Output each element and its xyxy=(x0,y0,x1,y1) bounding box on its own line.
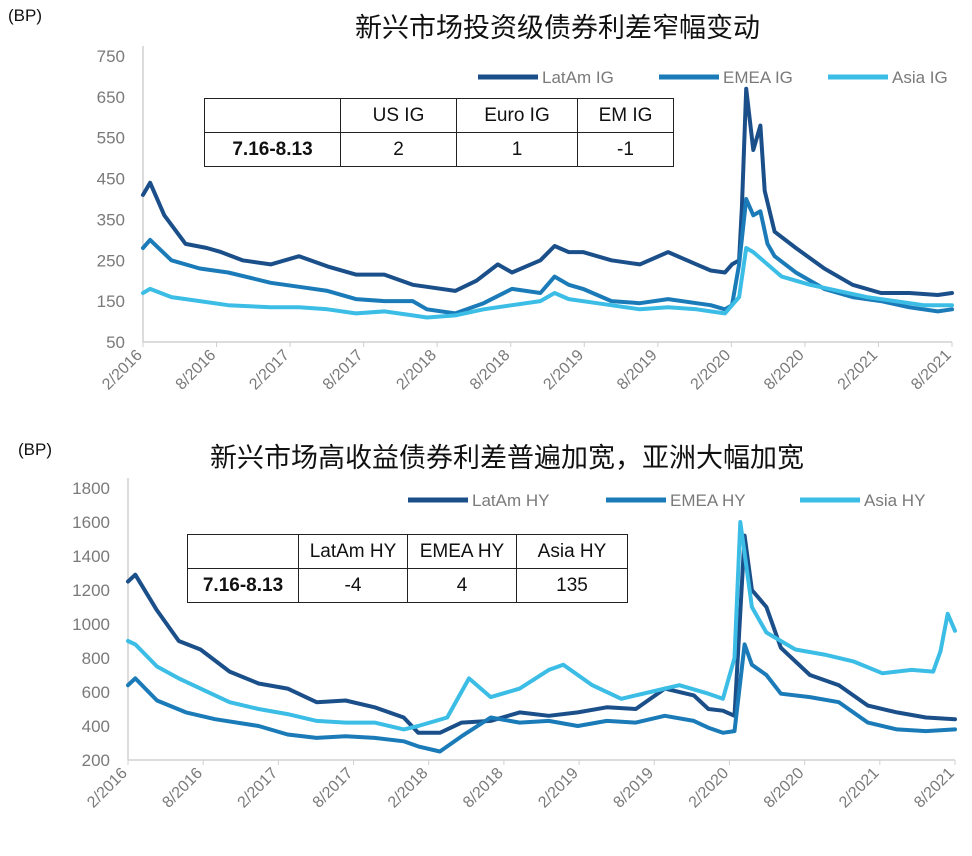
ig-table-header-row: US IG Euro IG EM IG xyxy=(204,98,674,133)
ig-unit-label: (BP) xyxy=(8,6,42,25)
ig-table-row-label: 7.16-8.13 xyxy=(204,132,341,167)
ig-y-tick-label: 350 xyxy=(97,210,125,229)
ig-y-tick-label: 50 xyxy=(106,333,125,352)
ig-table-value-em: -1 xyxy=(577,132,674,167)
hy-x-tick-label: 2/2017 xyxy=(235,765,282,812)
hy-series-line-asia xyxy=(126,520,957,732)
hy-table-header-row: LatAm HY EMEA HY Asia HY xyxy=(187,534,628,569)
hy-y-tick-label: 1600 xyxy=(72,513,110,532)
ig-chart-panel: (BP) 新兴市场投资级债券利差窄幅变动 50 150 250 350 450 550 65… xyxy=(8,6,955,394)
hy-series-line-emea xyxy=(126,642,957,754)
ig-x-tick-label: 8/2019 xyxy=(614,347,661,394)
hy-y-tick-label: 1200 xyxy=(72,581,110,600)
ig-x-tick-label: 2/2021 xyxy=(835,347,882,394)
ig-chart-title: 新兴市场投资级债券利差窄幅变动 xyxy=(355,13,760,44)
ig-x-tick-label: 2/2019 xyxy=(540,347,587,394)
hy-chart-title: 新兴市场高收益债券利差普遍加宽，亚洲大幅加宽 xyxy=(210,443,804,474)
hy-x-tick-label: 8/2019 xyxy=(610,765,657,812)
hy-y-tick-label: 1000 xyxy=(72,615,110,634)
ig-legend-label-emea: EMEA IG xyxy=(723,68,793,87)
ig-table-header-euro: Euro IG xyxy=(456,98,578,133)
hy-legend-label-asia: Asia HY xyxy=(864,491,925,510)
ig-series-line-asia xyxy=(141,246,954,320)
ig-x-tick-label: 2/2018 xyxy=(393,347,440,394)
hy-table-header-emea: EMEA HY xyxy=(407,534,517,569)
hy-table-header-latam: LatAm HY xyxy=(298,534,408,569)
ig-x-tick-label: 8/2018 xyxy=(467,347,514,394)
ig-y-tick-label: 650 xyxy=(97,88,125,107)
hy-table-value-asia: 135 xyxy=(516,568,628,603)
hy-y-tick-label: 1400 xyxy=(72,547,110,566)
ig-series-line-emea xyxy=(141,197,954,316)
ig-y-tick-label: 250 xyxy=(97,251,125,270)
hy-table-corner-cell xyxy=(187,534,299,569)
hy-chart-plot: 200 400 600 800 1000 1200 1400 1600 1800 2/2016 8/… xyxy=(72,478,958,812)
ig-y-tick-label: 750 xyxy=(97,47,125,66)
ig-table-header-em: EM IG xyxy=(577,98,674,133)
ig-table-value-us: 2 xyxy=(340,132,457,167)
hy-table-header-asia: Asia HY xyxy=(516,534,628,569)
ig-legend-label-latam: LatAm IG xyxy=(542,68,614,87)
hy-y-tick-label: 1800 xyxy=(72,479,110,498)
hy-x-tick-label: 2/2019 xyxy=(535,765,582,812)
ig-x-tick-label: 8/2017 xyxy=(320,347,367,394)
hy-legend-label-latam: LatAm HY xyxy=(472,491,549,510)
hy-chart-panel: (BP) 新兴市场高收益债券利差普遍加宽，亚洲大幅加宽 200 400 600 800… xyxy=(0,430,972,856)
ig-series-line-latam xyxy=(141,86,954,297)
hy-change-table: LatAm HY EMEA HY Asia HY 7.16-8.13 -4 4 … xyxy=(187,534,628,603)
hy-y-tick-label: 800 xyxy=(82,649,110,668)
ig-legend-label-asia: Asia IG xyxy=(892,68,948,87)
ig-change-table: US IG Euro IG EM IG 7.16-8.13 2 1 -1 xyxy=(204,98,674,167)
ig-x-tick-label: 8/2016 xyxy=(173,347,220,394)
hy-x-tick-label: 8/2021 xyxy=(911,765,958,812)
hy-x-tick-label: 2/2021 xyxy=(836,765,883,812)
ig-x-tick-label: 8/2020 xyxy=(761,347,808,394)
hy-x-tick-label: 8/2016 xyxy=(159,765,206,812)
hy-x-tick-label: 8/2017 xyxy=(310,765,357,812)
hy-y-tick-label: 600 xyxy=(82,683,110,702)
ig-x-tick-label: 8/2021 xyxy=(908,347,955,394)
hy-table-value-latam: -4 xyxy=(298,568,408,603)
hy-table-row-label: 7.16-8.13 xyxy=(187,568,299,603)
hy-unit-label: (BP) xyxy=(18,440,52,459)
hy-y-tick-label: 400 xyxy=(82,717,110,736)
hy-y-tick-label: 200 xyxy=(82,751,110,770)
hy-legend-label-emea: EMEA HY xyxy=(670,491,746,510)
ig-y-tick-label: 150 xyxy=(97,292,125,311)
hy-series-line-latam xyxy=(126,533,957,735)
ig-table-value-euro: 1 xyxy=(456,132,578,167)
ig-table-corner-cell xyxy=(204,98,341,133)
hy-x-tick-label: 8/2020 xyxy=(761,765,808,812)
ig-x-tick-label: 2/2020 xyxy=(688,347,735,394)
ig-table-header-us: US IG xyxy=(340,98,457,133)
ig-chart-plot: 50 150 250 350 450 550 650 750 2/2016 8/2016 2/201… xyxy=(97,46,955,394)
ig-y-tick-label: 450 xyxy=(97,170,125,189)
hy-x-tick-label: 8/2018 xyxy=(460,765,507,812)
hy-table-value-emea: 4 xyxy=(407,568,517,603)
ig-x-tick-label: 2/2016 xyxy=(99,347,146,394)
hy-x-tick-label: 2/2018 xyxy=(385,765,432,812)
ig-x-tick-label: 2/2017 xyxy=(246,347,293,394)
ig-table-value-row: 7.16-8.13 2 1 -1 xyxy=(204,132,674,167)
hy-table-value-row: 7.16-8.13 -4 4 135 xyxy=(187,568,628,603)
hy-x-tick-label: 2/2020 xyxy=(686,765,733,812)
hy-x-tick-label: 2/2016 xyxy=(84,765,131,812)
ig-y-tick-label: 550 xyxy=(97,129,125,148)
